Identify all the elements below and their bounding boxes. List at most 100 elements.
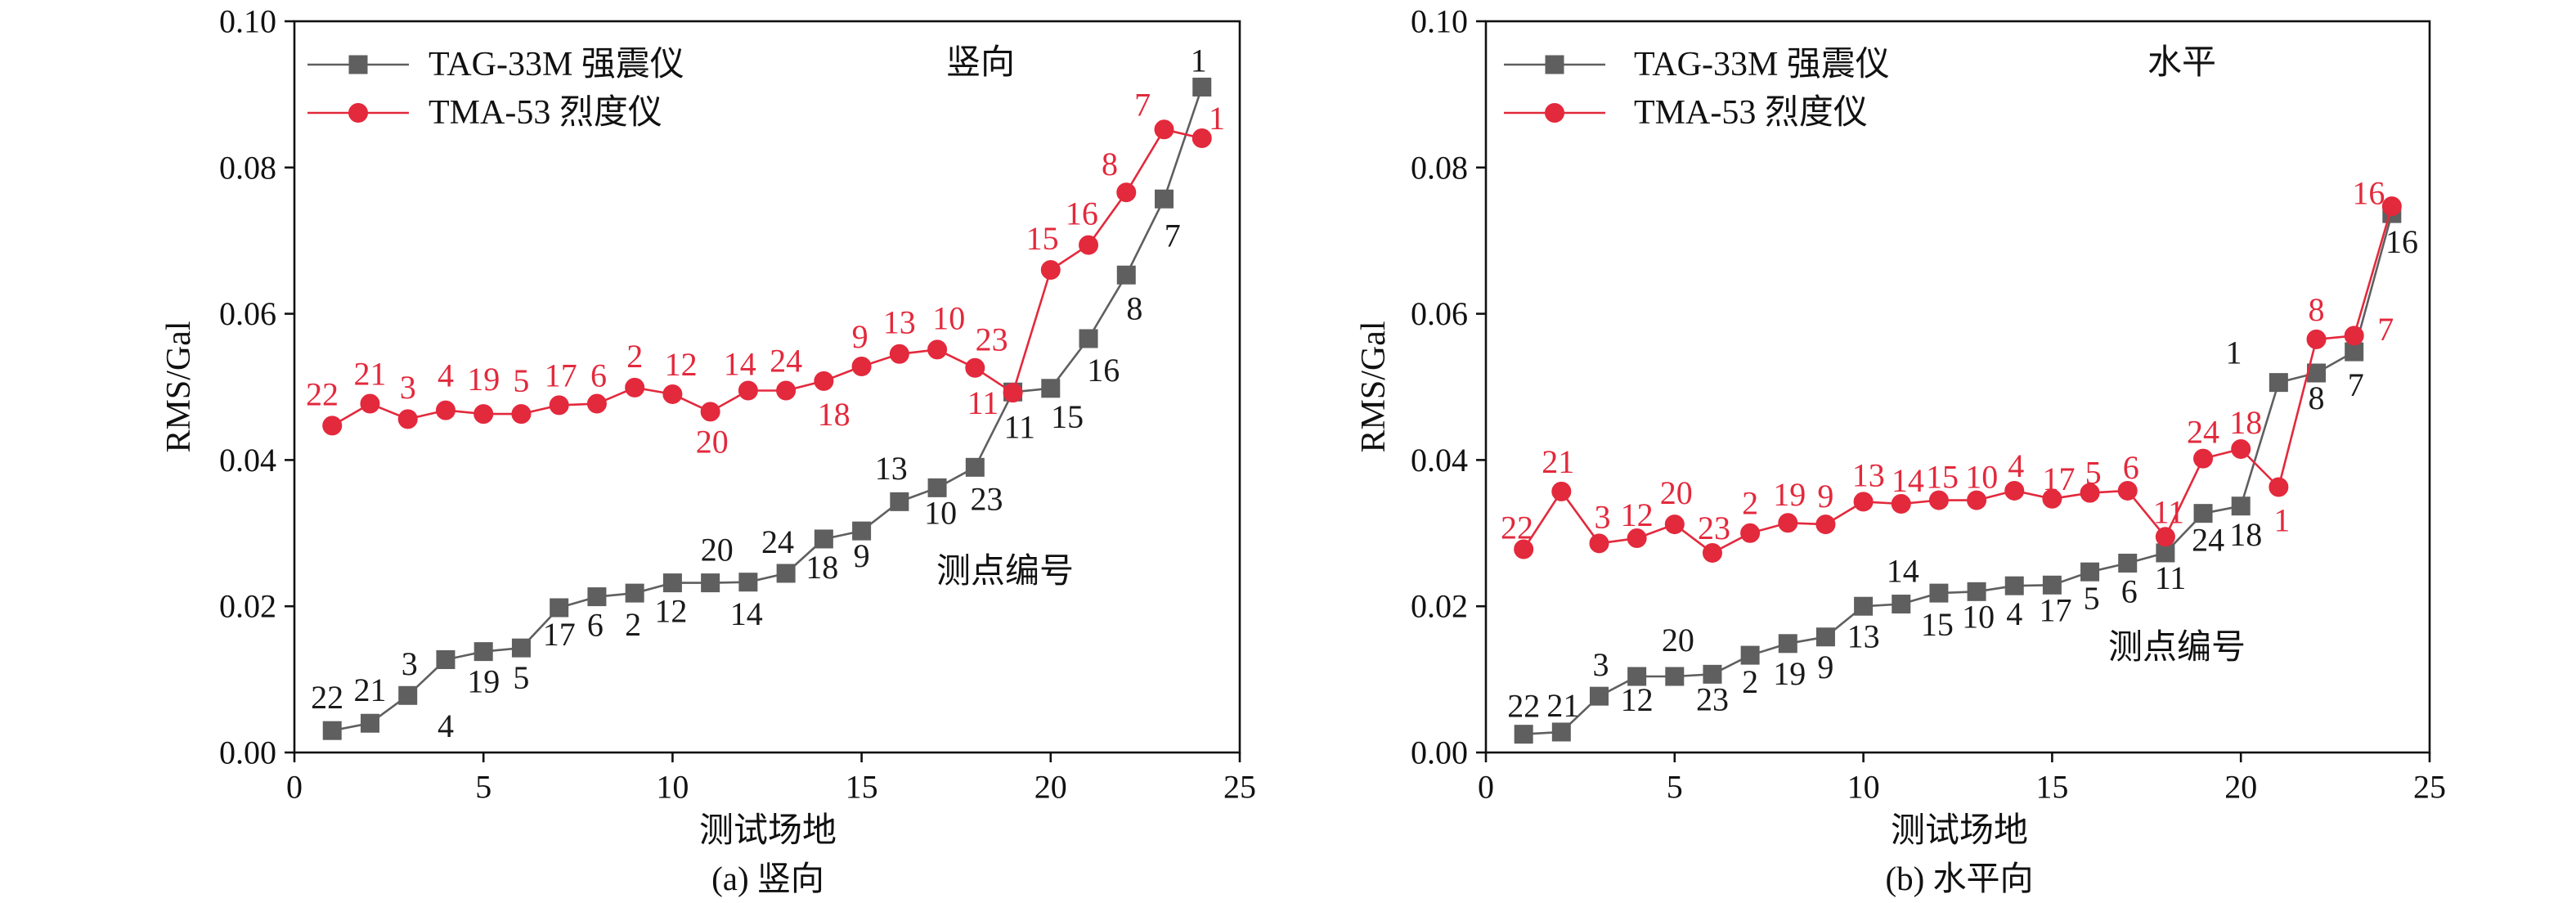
data-point bbox=[549, 395, 569, 416]
data-point bbox=[2004, 576, 2024, 595]
data-point bbox=[2231, 496, 2251, 516]
data-point bbox=[2306, 329, 2327, 349]
point-label: 13 bbox=[875, 450, 908, 487]
legend-entry: TAG-33M 强震仪 bbox=[1504, 46, 1890, 83]
point-label: 8 bbox=[1126, 290, 1142, 326]
point-label: 3 bbox=[1595, 498, 1611, 535]
data-point bbox=[2155, 527, 2175, 547]
data-point bbox=[2231, 438, 2251, 459]
data-point bbox=[1815, 514, 1836, 535]
point-label: 5 bbox=[513, 362, 529, 399]
y-tick-label: 0.06 bbox=[219, 295, 276, 332]
data-point bbox=[2381, 196, 2402, 217]
data-point bbox=[2080, 483, 2100, 503]
x-tick-label: 25 bbox=[2413, 769, 2446, 806]
point-label: 15 bbox=[1926, 459, 1959, 496]
point-label: 20 bbox=[696, 424, 729, 460]
point-label: 17 bbox=[2043, 460, 2076, 497]
point-label: 24 bbox=[761, 523, 794, 560]
legend-entry: TMA-53 烈度仪 bbox=[1504, 94, 1868, 132]
data-point bbox=[1702, 542, 1722, 563]
data-point bbox=[662, 384, 683, 404]
data-point bbox=[889, 344, 909, 364]
point-label: 4 bbox=[2006, 595, 2022, 632]
x-tick-label: 0 bbox=[1478, 769, 1494, 806]
x-tick-label: 15 bbox=[846, 769, 878, 806]
point-label: 11 bbox=[2155, 559, 2187, 596]
data-point bbox=[397, 409, 418, 429]
point-label: 24 bbox=[2187, 414, 2219, 451]
point-label: 5 bbox=[513, 659, 529, 696]
data-point bbox=[1854, 596, 1874, 616]
data-point bbox=[398, 685, 418, 705]
point-label: 13 bbox=[1852, 456, 1885, 493]
point-label: 2 bbox=[1742, 663, 1758, 700]
legend-entry: TMA-53 烈度仪 bbox=[307, 94, 662, 132]
data-point bbox=[1192, 77, 1212, 97]
plot-frame bbox=[1484, 20, 2431, 754]
point-label: 16 bbox=[1087, 352, 1120, 389]
y-tick-label: 0.02 bbox=[219, 588, 276, 625]
point-label: 3 bbox=[1593, 646, 1609, 683]
point-label: 7 bbox=[2348, 366, 2364, 403]
point-label: 12 bbox=[654, 593, 687, 630]
y-axis-title: RMS/Gal bbox=[160, 321, 198, 452]
data-point bbox=[322, 416, 343, 436]
x-tick-label: 15 bbox=[2035, 769, 2068, 806]
data-point bbox=[2344, 326, 2364, 346]
point-label: 19 bbox=[467, 361, 500, 398]
x-tick-label: 5 bbox=[1667, 769, 1683, 806]
point-label: 3 bbox=[402, 645, 418, 682]
data-point bbox=[965, 457, 985, 477]
point-label: 21 bbox=[354, 672, 387, 708]
data-point bbox=[1627, 528, 1647, 549]
point-label: 23 bbox=[971, 480, 1003, 517]
y-tick-label: 0.00 bbox=[219, 735, 276, 771]
point-label: 19 bbox=[1773, 476, 1806, 513]
point-label: 23 bbox=[1698, 510, 1730, 546]
data-point bbox=[2117, 480, 2138, 501]
point-label: 7 bbox=[2377, 311, 2394, 348]
plot-frame bbox=[293, 20, 1241, 754]
data-point bbox=[436, 649, 456, 669]
data-point bbox=[2080, 562, 2100, 582]
data-point bbox=[1778, 513, 1798, 533]
legend-marker bbox=[1545, 55, 1564, 74]
point-label: 9 bbox=[1817, 478, 1833, 514]
x-tick-label: 5 bbox=[475, 769, 491, 806]
point-label: 22 bbox=[306, 375, 339, 412]
point-label: 10 bbox=[924, 494, 957, 531]
point-label: 10 bbox=[1965, 459, 1998, 496]
data-point bbox=[1116, 265, 1136, 285]
data-point bbox=[1891, 494, 1911, 514]
data-point bbox=[1967, 490, 1987, 510]
data-point bbox=[814, 529, 833, 549]
data-point bbox=[927, 339, 948, 360]
point-label: 4 bbox=[438, 357, 454, 393]
point-label: 17 bbox=[545, 357, 577, 393]
point-label: 4 bbox=[438, 708, 454, 744]
chart-a: 0 5 10 15 20 250.000.020.040.060.080.10测试场地RM… bbox=[160, 3, 1256, 898]
y-tick-label: 0.04 bbox=[219, 442, 276, 478]
point-label: 21 bbox=[1546, 687, 1579, 724]
point-label: 1 bbox=[2226, 335, 2242, 371]
data-point bbox=[1514, 725, 1533, 744]
point-label: 9 bbox=[854, 537, 870, 574]
data-point bbox=[1664, 514, 1685, 535]
point-label: 3 bbox=[400, 369, 416, 406]
point-label: 11 bbox=[2153, 493, 2185, 530]
point-label: 23 bbox=[976, 321, 1008, 358]
data-point bbox=[851, 356, 872, 376]
point-label: 15 bbox=[1051, 398, 1084, 435]
point-label: 21 bbox=[354, 356, 387, 393]
y-tick-label: 0.04 bbox=[1411, 442, 1468, 478]
data-point bbox=[814, 371, 834, 391]
legend-marker bbox=[348, 103, 368, 123]
data-point bbox=[322, 721, 342, 740]
data-point bbox=[1116, 182, 1137, 203]
point-label: 4 bbox=[2008, 447, 2024, 484]
point-label: 16 bbox=[2385, 223, 2418, 260]
data-point bbox=[738, 573, 758, 592]
data-point bbox=[1853, 492, 1874, 512]
